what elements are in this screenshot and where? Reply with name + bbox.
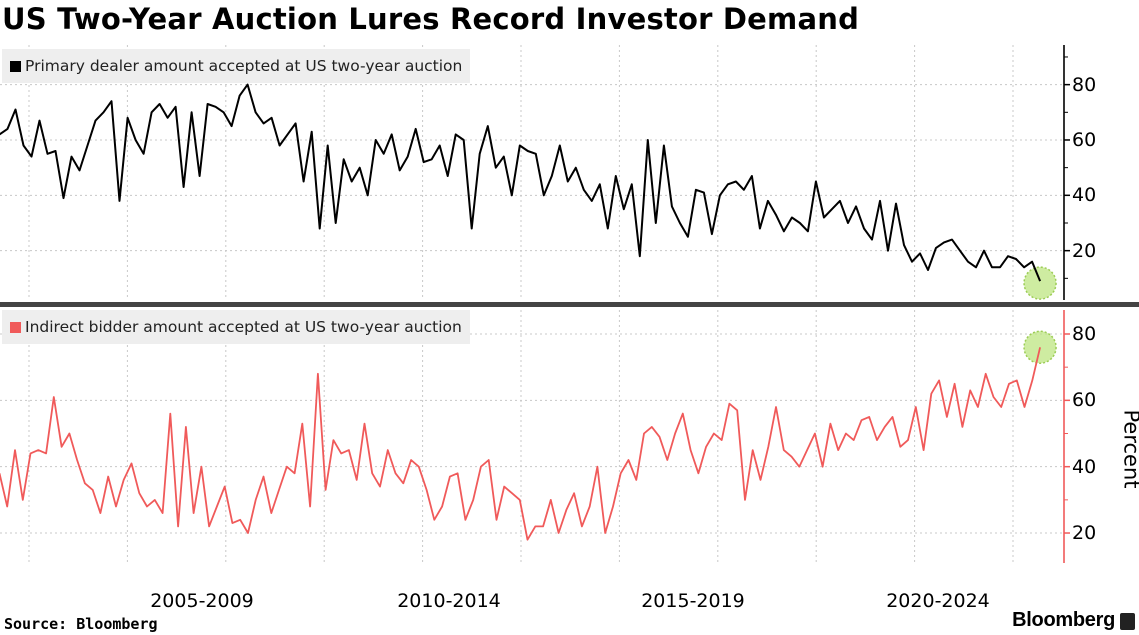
y-axis-label: Percent xyxy=(1119,409,1139,489)
y-tick-label: 40 xyxy=(1072,455,1097,478)
y-tick-label: 20 xyxy=(1072,239,1097,262)
legend-swatch-red xyxy=(10,321,21,333)
panel-divider xyxy=(0,302,1139,307)
chart-title: US Two-Year Auction Lures Record Investo… xyxy=(2,2,860,36)
y-tick-label: 20 xyxy=(1072,522,1097,545)
legend-indirect-bidder: Indirect bidder amount accepted at US tw… xyxy=(2,310,470,344)
last-point-highlight xyxy=(1023,330,1057,365)
bloomberg-chart-icon xyxy=(1120,613,1135,630)
legend-swatch-black xyxy=(10,60,21,72)
series-line xyxy=(0,347,1041,541)
legend-label: Indirect bidder amount accepted at US tw… xyxy=(25,318,462,336)
x-tick-label: 2005-2009 xyxy=(150,590,254,612)
source-note: Source: Bloomberg xyxy=(4,615,158,633)
y-tick-label: 40 xyxy=(1072,184,1097,207)
x-tick-label: 2010-2014 xyxy=(397,590,501,612)
y-tick-label: 80 xyxy=(1072,323,1097,345)
legend-primary-dealer: Primary dealer amount accepted at US two… xyxy=(2,49,471,83)
y-tick-label: 80 xyxy=(1072,73,1097,96)
x-tick-label: 2020-2024 xyxy=(886,590,990,612)
x-tick-label: 2015-2019 xyxy=(641,590,745,612)
y-tick-label: 60 xyxy=(1072,389,1097,412)
series-line xyxy=(0,83,1042,282)
last-point-highlight xyxy=(1023,266,1057,300)
y-tick-label: 60 xyxy=(1072,128,1097,151)
legend-label: Primary dealer amount accepted at US two… xyxy=(25,57,463,75)
bloomberg-logo: Bloomberg xyxy=(1012,609,1115,631)
